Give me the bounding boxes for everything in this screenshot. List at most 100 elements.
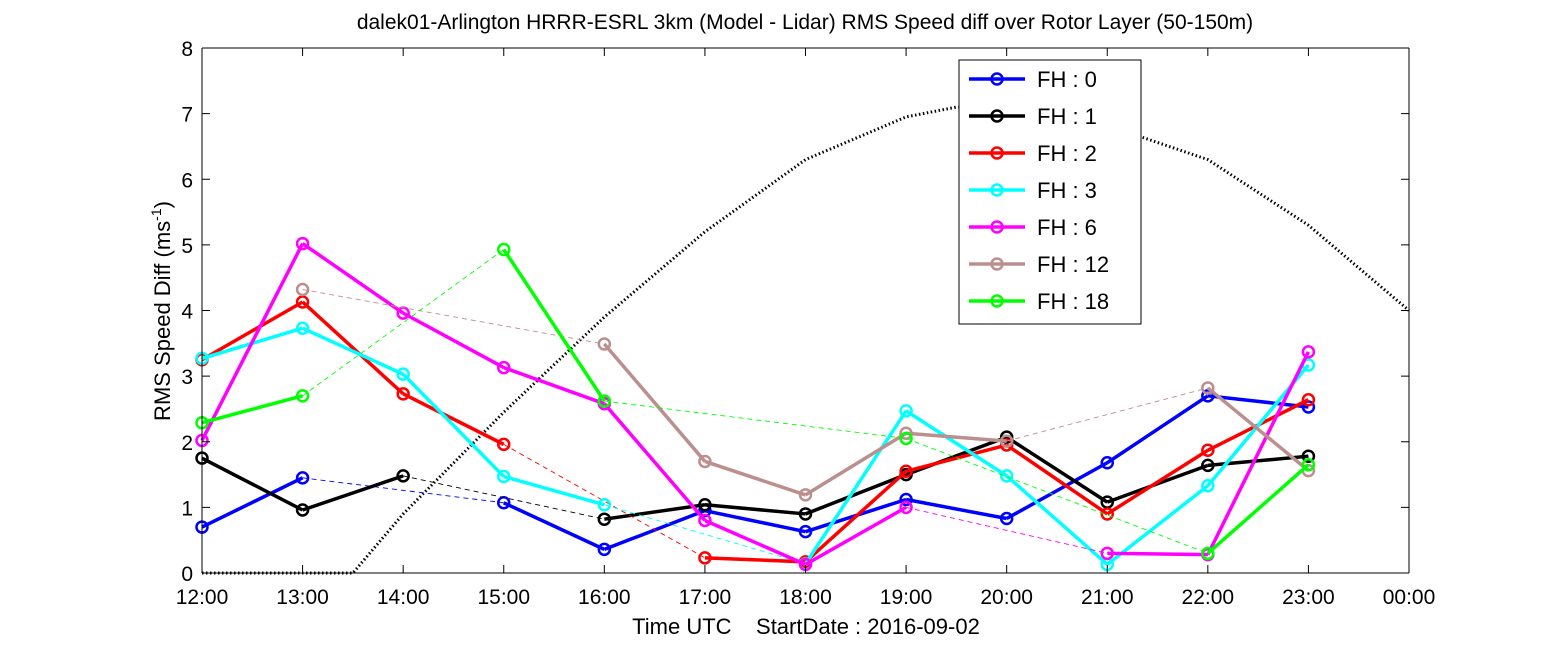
series-segment <box>503 474 605 507</box>
data-point <box>899 431 913 446</box>
data-point <box>1201 389 1215 403</box>
data-point <box>295 236 310 251</box>
series-segment <box>905 409 1008 478</box>
legend-entry-3: FH : 3 <box>969 178 1097 203</box>
data-point <box>698 551 712 565</box>
data-point <box>798 488 813 502</box>
series-segment <box>1005 461 1109 521</box>
data-point <box>497 437 511 452</box>
data-point <box>597 512 612 526</box>
series-segment <box>1207 394 1309 409</box>
series-gap-connector <box>302 289 605 345</box>
legend-entry-1: FH : 1 <box>969 104 1097 129</box>
y-tick-label: 2 <box>181 432 193 455</box>
series-segment <box>402 311 505 370</box>
series-gap-connector <box>503 443 706 559</box>
series-segment <box>1106 448 1209 516</box>
x-tick-label: 22:00 <box>1182 586 1235 609</box>
data-point <box>597 542 612 557</box>
series-segment <box>1106 394 1209 465</box>
legend: FH : 0 FH : 1 FH : 2 FH : 3 FH : 6 FH : 12 FH … <box>958 59 1142 325</box>
data-point <box>698 498 712 512</box>
series-segment <box>301 300 405 396</box>
data-point <box>497 360 511 375</box>
series-segment <box>905 431 1007 443</box>
series-segment <box>704 503 806 516</box>
series-segment <box>804 431 907 497</box>
x-tick-label: 17:00 <box>679 586 732 609</box>
series-6 <box>195 242 1316 561</box>
data-point <box>899 492 913 507</box>
y-axis-label-close: ) <box>150 201 175 208</box>
series-segment <box>1206 386 1310 472</box>
legend-marker <box>990 109 1004 123</box>
series-gap-connector <box>302 249 505 397</box>
y-tick-label: 5 <box>181 235 193 258</box>
series-segment <box>502 248 606 403</box>
x-axis-label: Time UTC StartDate : 2016-09-02 <box>632 614 980 639</box>
series-segment <box>1005 435 1109 504</box>
legend-label: FH : 0 <box>1037 67 1097 92</box>
legend-label: FH : 2 <box>1037 141 1097 166</box>
y-axis-label: RMS Speed Diff (ms-1) <box>148 201 175 421</box>
data-point <box>295 295 310 309</box>
data-point <box>1301 393 1316 407</box>
series-segment <box>1206 351 1310 556</box>
x-tick-label: 20:00 <box>980 586 1033 609</box>
series-segment <box>1005 443 1109 516</box>
series-gap-connector <box>604 400 907 439</box>
data-point <box>1201 381 1215 395</box>
data-point <box>295 471 310 485</box>
series-segment <box>201 394 304 425</box>
x-tick-label: 12:00 <box>176 586 229 609</box>
legend-marker <box>990 183 1004 197</box>
y-tick-label: 8 <box>181 38 193 61</box>
data-point <box>698 454 712 469</box>
legend-box <box>958 59 1142 325</box>
data-point <box>698 513 712 528</box>
series-segment <box>704 508 806 534</box>
series-segment <box>603 402 707 522</box>
legend-label: FH : 3 <box>1037 178 1097 203</box>
series-segment <box>1107 551 1208 557</box>
series-segment <box>905 443 1008 473</box>
data-point <box>295 282 310 297</box>
data-point <box>1301 449 1316 463</box>
data-point <box>1100 456 1114 470</box>
legend-marker <box>990 220 1004 234</box>
series-segment <box>201 456 304 512</box>
chart-title: dalek01-Arlington HRRR-ESRL 3km (Model -… <box>357 11 1253 34</box>
data-point <box>497 469 511 484</box>
series-segment <box>301 326 404 376</box>
series-segment <box>1106 484 1209 566</box>
data-point <box>1100 507 1114 521</box>
legend-entry-6: FH : 18 <box>969 289 1109 314</box>
data-point <box>899 404 913 418</box>
data-point <box>1201 458 1215 473</box>
reference-curve <box>202 105 1410 575</box>
data-point <box>295 389 310 403</box>
series-segment <box>804 472 907 516</box>
data-point <box>396 469 410 483</box>
series-gap-connector <box>302 477 504 504</box>
data-point <box>798 507 813 521</box>
legend-label: FH : 12 <box>1037 252 1109 277</box>
legend-entry-2: FH : 2 <box>969 141 1097 166</box>
data-point <box>798 524 813 539</box>
data-point <box>1201 478 1215 493</box>
series-gap-connector <box>604 504 806 565</box>
y-axis-label-sup: -1 <box>148 208 164 221</box>
data-point <box>295 321 310 335</box>
legend-label: FH : 18 <box>1037 289 1109 314</box>
series-segment <box>804 505 907 566</box>
data-point <box>497 242 511 257</box>
series-segment <box>603 342 707 463</box>
series-segment <box>704 518 807 567</box>
legend-marker <box>990 257 1004 271</box>
series-gap-connector <box>1006 387 1208 442</box>
plot-layer <box>195 105 1410 575</box>
series-gap-connector <box>905 506 1108 554</box>
y-tick-label: 1 <box>181 497 193 520</box>
data-point <box>999 511 1014 526</box>
